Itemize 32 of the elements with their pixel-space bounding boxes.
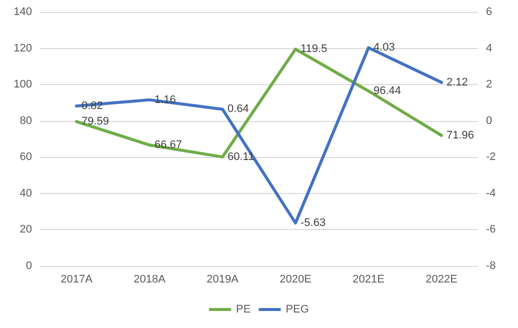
x-tick-label: 2018A [134, 274, 166, 286]
x-tick-label: 2022E [426, 274, 458, 286]
y2-tick-label: 4 [486, 42, 492, 54]
data-label: 4.03 [374, 42, 395, 54]
data-label: 71.96 [446, 129, 474, 142]
data-label: -5.63 [300, 217, 326, 229]
y2-tick-label: -8 [486, 260, 496, 272]
data-label: 2.12 [446, 76, 468, 88]
y2-tick-label: -2 [486, 151, 496, 164]
x-tick-label: 2021E [352, 274, 384, 286]
y-tick-label: 140 [14, 6, 32, 18]
y-tick-label: 100 [14, 78, 32, 91]
data-label: 119.5 [300, 43, 328, 56]
y2-tick-label: -4 [486, 187, 496, 200]
x-tick-label: 2017A [60, 274, 94, 286]
legend-label: PE [236, 304, 251, 316]
y-tick-label: 60 [20, 151, 32, 164]
y2-tick-label: -6 [486, 224, 496, 236]
y2-tick-label: 2 [486, 78, 492, 91]
y-tick-label: 40 [20, 187, 32, 200]
y2-tick-label: 0 [486, 114, 492, 127]
y-tick-label: 80 [20, 114, 32, 127]
y-tick-label: 0 [26, 260, 32, 272]
y2-tick-label: 6 [486, 6, 492, 18]
data-label: 0.64 [228, 103, 249, 116]
legend-label: PEG [286, 304, 309, 316]
y-tick-label: 20 [20, 224, 32, 236]
y-tick-label: 120 [14, 42, 32, 54]
x-tick-label: 2019A [206, 274, 240, 286]
data-label: 79.59 [82, 116, 110, 128]
x-tick-label: 2020E [280, 274, 312, 286]
data-label: 96.44 [374, 85, 402, 98]
